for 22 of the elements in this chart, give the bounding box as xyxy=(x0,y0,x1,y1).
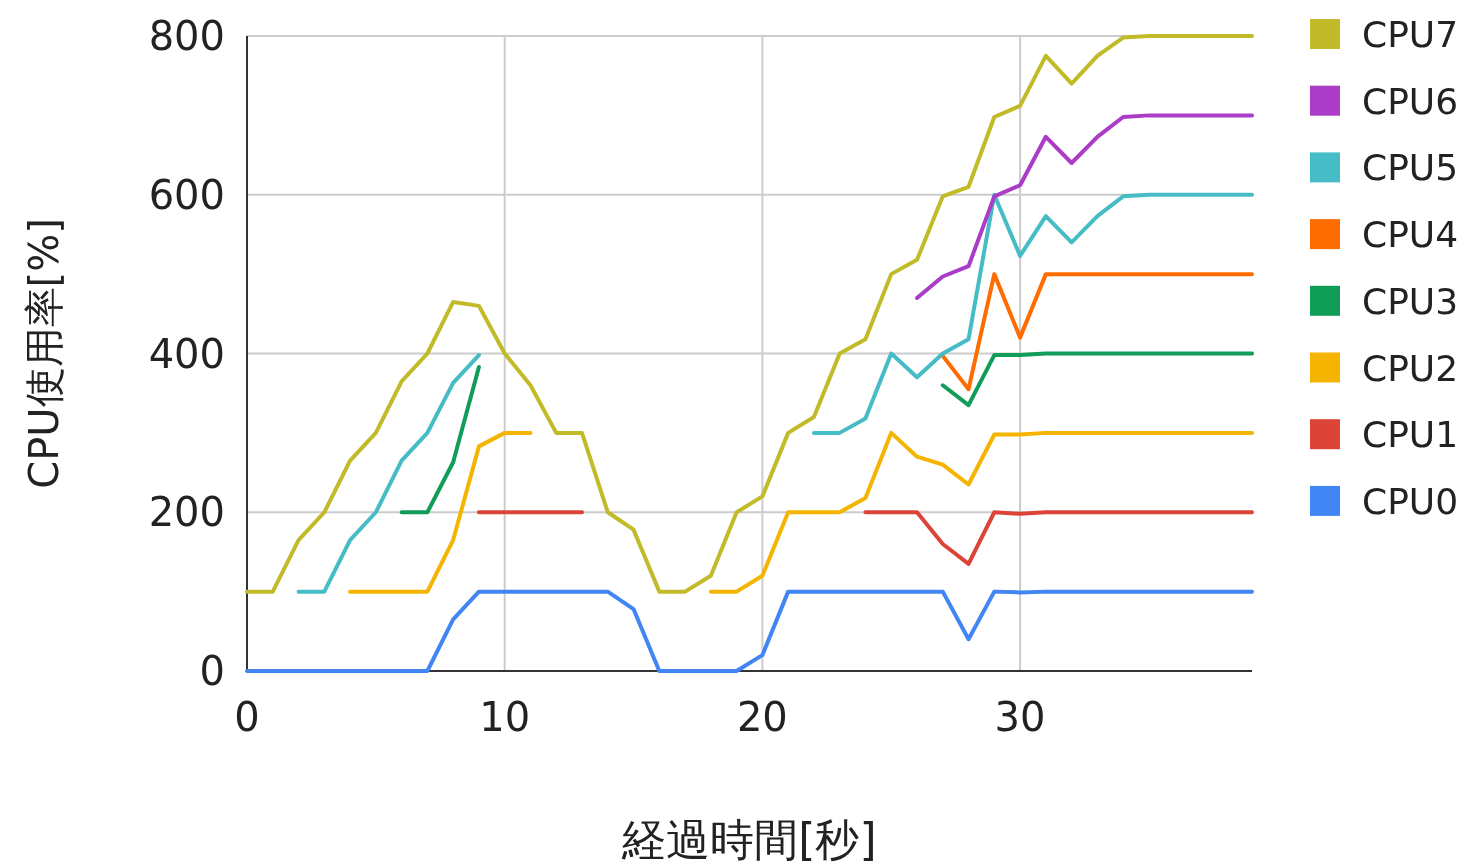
legend-label: CPU6 xyxy=(1362,80,1459,122)
line-series xyxy=(245,34,1254,594)
x-tick-label: 20 xyxy=(736,694,788,740)
x-tick-label: 0 xyxy=(234,694,260,740)
y-tick-label: 600 xyxy=(148,171,225,218)
y-tick-label: 400 xyxy=(148,330,225,377)
x-tick-label: 10 xyxy=(479,694,531,740)
line-series xyxy=(940,272,1254,392)
legend-label: CPU2 xyxy=(1362,347,1459,389)
y-tick-label: 0 xyxy=(199,648,225,694)
legend-label: CPU3 xyxy=(1362,280,1459,322)
legend-label: CPU4 xyxy=(1362,214,1459,256)
line-series xyxy=(915,113,1254,300)
legend-label: CPU1 xyxy=(1362,414,1459,456)
y-tick-label: 200 xyxy=(148,489,225,536)
x-axis-title: 経過時間[秒] xyxy=(621,814,877,865)
legend-label: CPU5 xyxy=(1362,147,1459,189)
legend-label: CPU0 xyxy=(1362,480,1459,522)
y-tick-label: 800 xyxy=(148,13,225,59)
x-tick-label: 30 xyxy=(994,694,1046,740)
legend-label: CPU7 xyxy=(1362,14,1459,55)
y-axis-title: CPU使用率[%] xyxy=(21,218,67,489)
